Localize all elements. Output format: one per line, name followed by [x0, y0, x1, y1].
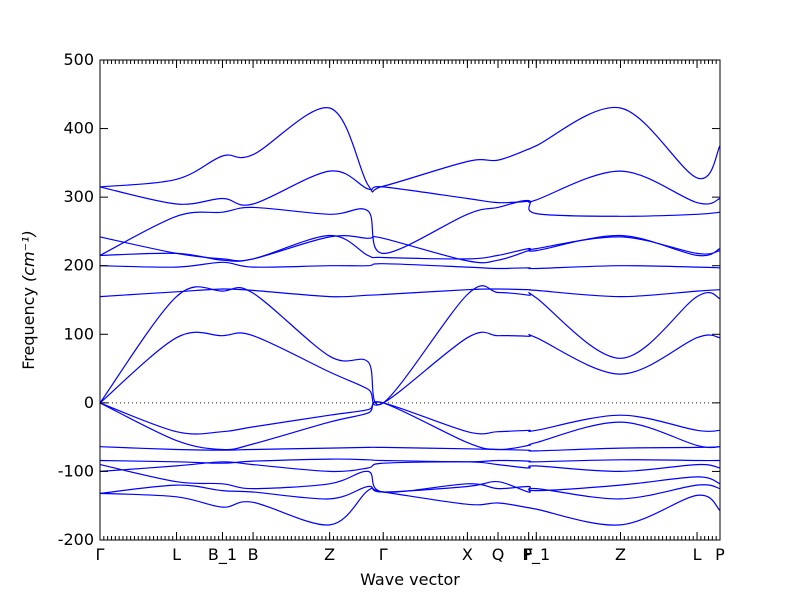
band-line-11: [99, 288, 721, 298]
y-tick-label: 200: [63, 256, 94, 275]
band-line-16: [99, 170, 721, 206]
band-line-15: [99, 199, 721, 256]
x-tick-label: Z: [324, 545, 335, 564]
x-tick-label: X: [462, 545, 473, 564]
x-tick-label: L: [172, 545, 181, 564]
band-lines: [99, 106, 721, 526]
y-axis-title: Frequency (cm⁻¹): [19, 230, 38, 369]
x-axis-title: Wave vector: [360, 570, 460, 589]
band-line-8: [99, 401, 721, 451]
axis-ticks: -200 -100 0 100 200 300 400 500 Γ L B_1 B Z Γ X Q FP_1 Z L…: [58, 50, 725, 565]
x-tick-label: P: [715, 545, 725, 564]
x-tick-label: P_1: [522, 545, 550, 565]
y-tick-label: 0: [84, 393, 94, 412]
y-tick-label: 300: [63, 187, 94, 206]
band-line-2: [99, 480, 721, 500]
x-tick-label: L: [693, 545, 702, 564]
band-line-13: [99, 235, 721, 264]
band-line-5: [99, 458, 721, 464]
band-line-1: [99, 487, 721, 526]
x-tick-label: B: [248, 545, 259, 564]
band-line-14: [99, 234, 721, 262]
x-tick-label: F: [524, 545, 533, 564]
x-tick-label: Q: [492, 545, 505, 564]
x-tick-label: Γ: [96, 545, 105, 564]
plot-frame: [99, 59, 721, 541]
y-tick-label: -200: [58, 530, 94, 549]
x-tick-label: Γ: [379, 545, 388, 564]
x-tick-label: Z: [615, 545, 626, 564]
band-line-9: [99, 331, 721, 406]
y-tick-label: 500: [63, 50, 94, 69]
band-line-3: [99, 464, 721, 493]
band-line-17: [99, 106, 721, 193]
y-tick-label: 400: [63, 119, 94, 138]
y-axis-title-text: Frequency: [19, 287, 38, 370]
band-line-12: [99, 261, 721, 270]
y-tick-label: -100: [58, 461, 94, 480]
band-line-10: [99, 285, 721, 406]
y-axis-title-unit: (cm⁻¹): [19, 230, 38, 282]
band-line-4: [99, 461, 721, 473]
y-tick-label: 100: [63, 324, 94, 343]
x-tick-label: B_1: [208, 545, 237, 565]
band-line-7: [99, 401, 721, 435]
